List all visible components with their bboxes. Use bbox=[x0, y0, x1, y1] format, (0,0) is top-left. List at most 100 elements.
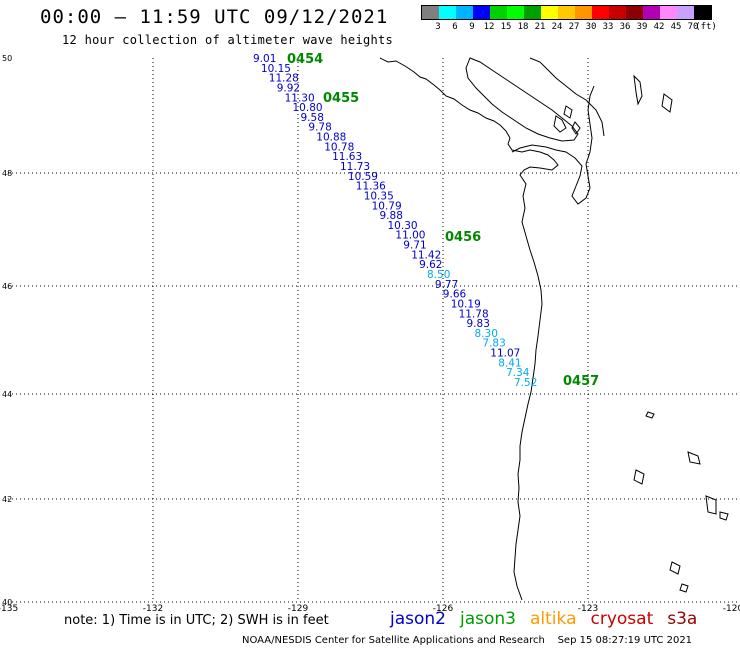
legend-swatch bbox=[473, 6, 490, 19]
wave-height-label: 9.71 bbox=[403, 240, 426, 252]
wave-height-label: 7.34 bbox=[506, 367, 530, 379]
wave-height-label: 10.79 bbox=[372, 200, 402, 212]
inland-lake bbox=[687, 451, 701, 465]
wave-height-label: 8.41 bbox=[498, 357, 521, 369]
legend-swatch bbox=[422, 6, 439, 19]
vancouver-island bbox=[465, 57, 579, 142]
wave-height-label: 11.78 bbox=[459, 308, 489, 320]
lon-tick-label: -132 bbox=[143, 604, 163, 614]
legend-label: 27 bbox=[568, 22, 580, 32]
legend-label: 24 bbox=[551, 22, 563, 32]
wave-height-label: 10.78 bbox=[324, 141, 354, 153]
wave-height-label: 9.78 bbox=[308, 122, 331, 134]
legend-label: 39 bbox=[636, 22, 648, 32]
mission-label: cryosat bbox=[590, 609, 654, 629]
legend-swatch bbox=[660, 6, 677, 19]
page-title: 00:00 – 11:59 UTC 09/12/2021 bbox=[40, 6, 389, 28]
legend-swatch bbox=[626, 6, 643, 19]
wave-height-label: 7.83 bbox=[482, 338, 505, 350]
legend-label: 9 bbox=[469, 22, 475, 32]
lat-lon-grid: -135 -132 -129 -126 -123 -120 50 48 46 44 42 40 bbox=[0, 54, 740, 614]
wave-height-label: 11.63 bbox=[332, 151, 362, 163]
lat-tick-label: 46 bbox=[2, 282, 12, 291]
wave-height-label: 8.30 bbox=[475, 328, 498, 340]
pass-time-label: 0454 bbox=[287, 52, 323, 67]
lat-tick-label: 40 bbox=[2, 598, 12, 607]
wave-height-label: 10.80 bbox=[293, 102, 323, 114]
pass-time-label: 0455 bbox=[323, 91, 359, 106]
wave-height-label: 10.35 bbox=[364, 191, 394, 203]
pass-time-label: 0456 bbox=[445, 230, 481, 245]
legend-label: 30 bbox=[585, 22, 597, 32]
time-labels: 0454 0455 0456 0457 bbox=[287, 52, 599, 389]
page-subtitle: 12 hour collection of altimeter wave hei… bbox=[62, 33, 394, 47]
inland-lake bbox=[661, 93, 673, 113]
wave-height-label: 11.07 bbox=[490, 348, 520, 360]
mission-legend: jason2 jason3 altika cryosat s3a bbox=[390, 609, 711, 629]
legend-swatch bbox=[490, 6, 507, 19]
legend-label: 42 bbox=[653, 22, 665, 32]
wave-height-label: 7.52 bbox=[514, 377, 537, 389]
legend-label: (ft) bbox=[695, 22, 717, 32]
legend-label: 70 bbox=[687, 22, 699, 32]
legend-label: 6 bbox=[452, 22, 458, 32]
mission-label: altika bbox=[530, 609, 577, 629]
wave-height-label: 8.50 bbox=[427, 269, 450, 281]
wave-height-label: 10.15 bbox=[261, 63, 291, 75]
wave-height-label: 10.59 bbox=[348, 171, 378, 183]
wave-height-label: 10.30 bbox=[388, 220, 418, 232]
wave-height-label: 10.19 bbox=[451, 299, 481, 311]
mission-label: jason2 bbox=[390, 609, 446, 629]
lon-tick-label: -123 bbox=[578, 604, 598, 614]
legend-swatch bbox=[677, 6, 694, 19]
lat-tick-label: 42 bbox=[2, 495, 12, 504]
lat-tick-label: 44 bbox=[2, 390, 12, 399]
legend-label: 18 bbox=[517, 22, 529, 32]
legend-label: 36 bbox=[619, 22, 631, 32]
wave-height-label: 11.36 bbox=[356, 181, 386, 193]
wave-height-label: 11.42 bbox=[411, 249, 441, 261]
wave-height-label: 11.00 bbox=[395, 230, 425, 242]
wave-height-label: 9.62 bbox=[419, 259, 442, 271]
wave-height-label: 9.66 bbox=[443, 289, 467, 301]
island bbox=[553, 115, 567, 133]
legend-label: 3 bbox=[435, 22, 441, 32]
legend-swatch bbox=[694, 6, 711, 19]
legend-swatch bbox=[541, 6, 558, 19]
inland-lake bbox=[645, 411, 655, 419]
lon-tick-label: -120 bbox=[723, 604, 740, 614]
inland-lake bbox=[633, 469, 645, 485]
legend-swatch bbox=[439, 6, 456, 19]
island bbox=[571, 121, 581, 135]
footer-note: note: 1) Time is in UTC; 2) SWH is in fe… bbox=[64, 613, 329, 628]
wave-height-label: 11.73 bbox=[340, 161, 370, 173]
inland-lake bbox=[679, 583, 689, 593]
lon-tick-label: -126 bbox=[433, 604, 454, 614]
inland-lake bbox=[719, 511, 729, 521]
mainland-coastline bbox=[379, 57, 559, 601]
inland-lake bbox=[669, 561, 681, 575]
legend-swatch bbox=[609, 6, 626, 19]
mainland-bc-coast bbox=[529, 57, 605, 137]
wave-height-label: 9.01 bbox=[253, 53, 276, 65]
legend-label: 21 bbox=[534, 22, 546, 32]
wave-height-label: 9.92 bbox=[277, 83, 300, 95]
credit-line: NOAA/NESDIS Center for Satellite Applica… bbox=[242, 635, 693, 646]
legend-swatch bbox=[558, 6, 575, 19]
wave-height-label: 11.30 bbox=[285, 92, 315, 104]
wave-height-label: 9.58 bbox=[301, 112, 324, 124]
legend-label: 33 bbox=[602, 22, 614, 32]
legend-swatch bbox=[643, 6, 660, 19]
wave-height-label: 9.83 bbox=[467, 318, 490, 330]
wave-height-track: 9.0110.1511.289.9211.3010.809.589.7810.8… bbox=[253, 53, 537, 389]
legend-label: 45 bbox=[670, 22, 682, 32]
mission-label: jason3 bbox=[460, 609, 516, 629]
mission-label: s3a bbox=[667, 609, 698, 629]
coastline bbox=[379, 57, 729, 601]
legend-labels: 3 6 9 12 15 18 21 24 27 30 33 36 39 42 45 70 (ft) bbox=[421, 20, 717, 34]
legend-label: 15 bbox=[500, 22, 512, 32]
legend-swatch bbox=[592, 6, 609, 19]
lat-tick-label: 48 bbox=[2, 169, 12, 178]
legend-swatch bbox=[524, 6, 541, 19]
